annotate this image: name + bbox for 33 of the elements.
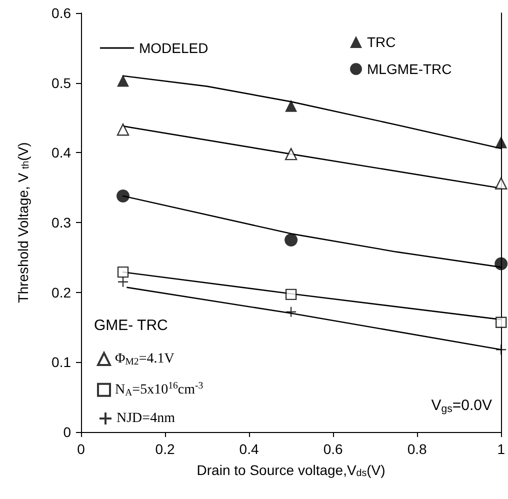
- y-tick-label: 0.1: [52, 354, 72, 370]
- y-axis-title: Threshold Voltage, V th(V): [14, 142, 32, 303]
- y-tick-label: 0.4: [52, 144, 72, 161]
- point: [117, 266, 129, 278]
- point: [117, 276, 129, 288]
- point: [496, 316, 507, 328]
- legend-label: MLGME-TRC: [367, 61, 452, 77]
- point: [284, 233, 298, 246]
- point: [285, 288, 297, 300]
- point: [284, 148, 298, 160]
- legend-label: TRC: [367, 34, 396, 50]
- x-tick-label: 1: [497, 441, 506, 457]
- y-tick-label: 0: [63, 424, 72, 440]
- x-tick-label: 0: [77, 441, 86, 457]
- point: [494, 257, 508, 270]
- x-tick-label: 0.4: [239, 441, 259, 457]
- point: [495, 136, 508, 148]
- y-tick-label: 0.2: [52, 284, 72, 300]
- point: [285, 306, 297, 318]
- y-tick-label: 0.3: [52, 214, 72, 230]
- y-tick-label: 0.6: [52, 5, 72, 21]
- x-tick-label: 0.8: [407, 441, 428, 457]
- x-tick-label: 0.2: [155, 441, 175, 457]
- point: [495, 177, 508, 190]
- legend-label: MODELED: [139, 40, 208, 56]
- point: [285, 100, 298, 112]
- point: [116, 124, 130, 136]
- y-tick-label: 0.5: [52, 74, 72, 91]
- x-tick-label: 0.6: [323, 441, 344, 457]
- point: [117, 74, 130, 87]
- legend-label: NJD=4nm: [116, 411, 176, 426]
- annotation: GME- TRC: [94, 317, 168, 334]
- point: [116, 189, 130, 202]
